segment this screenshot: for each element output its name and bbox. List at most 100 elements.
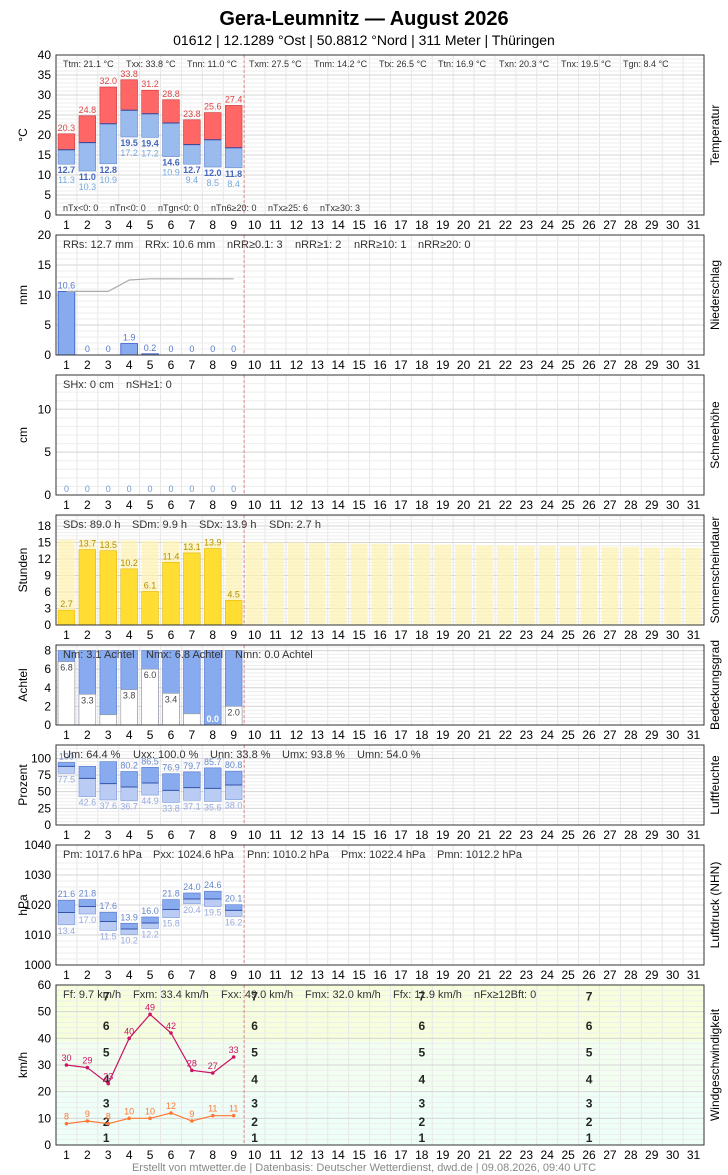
x-tick-label: 10 bbox=[248, 358, 262, 372]
x-tick-label: 14 bbox=[332, 218, 346, 232]
x-tick-label: 8 bbox=[209, 628, 216, 642]
stat-label: nTn6≥20: 0 bbox=[211, 203, 256, 213]
y-tick-label: 5 bbox=[44, 318, 51, 332]
stat-label: SHx: 0 cm bbox=[63, 379, 114, 391]
y-tick-label: 18 bbox=[38, 519, 52, 533]
y-tick-label: 50 bbox=[38, 785, 52, 799]
rain-label: 0.2 bbox=[144, 343, 157, 353]
x-tick-label: 16 bbox=[373, 218, 387, 232]
tground-label: 10.3 bbox=[79, 182, 97, 192]
x-tick-label: 1 bbox=[63, 218, 70, 232]
x-tick-label: 14 bbox=[332, 358, 346, 372]
x-tick-label: 7 bbox=[189, 628, 196, 642]
pressure-max-label: 13.9 bbox=[120, 912, 138, 922]
gust-point bbox=[64, 1063, 69, 1067]
wind-label: 12 bbox=[166, 1101, 176, 1111]
snow-label: 0 bbox=[106, 484, 111, 494]
stat-label: Umx: 93.8 % bbox=[282, 749, 345, 761]
cloud-bar bbox=[99, 650, 117, 726]
humidity-min-label: 42.6 bbox=[79, 798, 97, 808]
pressure-max-label: 16.0 bbox=[141, 906, 159, 916]
sunshine-frame bbox=[55, 514, 705, 626]
x-tick-label: 24 bbox=[541, 728, 555, 742]
possible-sunshine-bar bbox=[288, 542, 305, 625]
pressure-upper-bar bbox=[204, 890, 222, 900]
wind-point bbox=[190, 1119, 194, 1123]
precipitation-frame bbox=[55, 234, 705, 356]
cloud-label: 1.1 bbox=[102, 716, 115, 726]
sunshine-label: 13.9 bbox=[204, 538, 222, 548]
humidity-upper-bar bbox=[57, 762, 76, 767]
beaufort-label: 2 bbox=[103, 1115, 110, 1129]
x-tick-label: 24 bbox=[541, 828, 555, 842]
pressure-min-label: 10.2 bbox=[120, 935, 138, 945]
humidity-lower-bar bbox=[141, 782, 159, 796]
stat-label: SDx: 13.9 h bbox=[199, 519, 256, 531]
x-tick-label: 24 bbox=[541, 498, 555, 512]
x-tick-label: 15 bbox=[352, 498, 366, 512]
possible-sunshine-bar bbox=[497, 545, 514, 625]
x-tick-label: 18 bbox=[415, 728, 429, 742]
possible-sunshine-bar bbox=[371, 543, 389, 625]
sunshine-bar bbox=[162, 561, 180, 626]
x-tick-label: 9 bbox=[230, 358, 237, 372]
x-tick-label: 28 bbox=[624, 498, 638, 512]
x-tick-label: 9 bbox=[230, 218, 237, 232]
y-tick-label: 20 bbox=[38, 128, 52, 142]
x-tick-label: 7 bbox=[189, 218, 196, 232]
gust-point bbox=[169, 1031, 173, 1035]
sunshine-bar bbox=[183, 552, 201, 626]
tmin-label: 12.7 bbox=[183, 165, 201, 175]
sunshine-bar bbox=[57, 609, 76, 626]
x-tick-label: 15 bbox=[352, 968, 366, 982]
snow-label: 0 bbox=[168, 484, 173, 494]
possible-sunshine-bar bbox=[455, 544, 472, 625]
x-tick-label: 20 bbox=[457, 828, 471, 842]
y-tick-label: 9 bbox=[44, 569, 51, 583]
tmax-bar bbox=[141, 89, 159, 115]
x-tick-label: 2 bbox=[84, 218, 91, 232]
x-tick-label: 19 bbox=[436, 828, 450, 842]
snow-label: 0 bbox=[148, 484, 153, 494]
snow-label: 0 bbox=[210, 484, 215, 494]
tground-label: 11.3 bbox=[58, 175, 75, 185]
x-tick-label: 28 bbox=[624, 968, 638, 982]
x-tick-label: 2 bbox=[84, 728, 91, 742]
rain-label: 0 bbox=[210, 344, 215, 354]
x-tick-label: 5 bbox=[147, 628, 154, 642]
y-tick-label: 10 bbox=[38, 402, 52, 416]
x-tick-label: 19 bbox=[436, 358, 450, 372]
humidity-min-label: 77.5 bbox=[58, 774, 76, 784]
x-tick-label: 9 bbox=[230, 728, 237, 742]
humidity-upper-bar bbox=[99, 761, 117, 784]
x-tick-label: 27 bbox=[603, 828, 617, 842]
sunshine-bar bbox=[141, 591, 159, 626]
sunshine-bar bbox=[225, 599, 243, 626]
x-tick-label: 17 bbox=[394, 628, 408, 642]
humidity-max-label: 80.2 bbox=[120, 761, 138, 771]
x-tick-label: 12 bbox=[290, 218, 304, 232]
stat-label: nTn<0: 0 bbox=[110, 203, 146, 213]
sunshine-label: 10.2 bbox=[120, 558, 138, 568]
y-tick-label: 4 bbox=[44, 681, 51, 695]
stat-label: Pxx: 1024.6 hPa bbox=[153, 849, 235, 861]
x-tick-label: 29 bbox=[645, 968, 659, 982]
humidity-frame bbox=[55, 744, 705, 826]
pressure-frame bbox=[55, 844, 705, 966]
tmax-label: 28.8 bbox=[162, 89, 180, 99]
gust-label: 30 bbox=[61, 1053, 71, 1063]
wind-label: 9 bbox=[85, 1109, 90, 1119]
x-tick-label: 11 bbox=[269, 728, 282, 742]
x-tick-label: 24 bbox=[541, 968, 555, 982]
pressure-lower-bar bbox=[120, 928, 138, 935]
x-tick-label: 6 bbox=[168, 1148, 175, 1162]
x-tick-label: 23 bbox=[520, 628, 534, 642]
tmin-bar bbox=[141, 113, 159, 138]
x-tick-label: 4 bbox=[126, 1148, 133, 1162]
x-tick-label: 7 bbox=[189, 728, 196, 742]
y-tick-label: 15 bbox=[38, 536, 52, 550]
wind-label: 11 bbox=[208, 1104, 217, 1114]
tmin-label: 14.6 bbox=[162, 158, 180, 168]
